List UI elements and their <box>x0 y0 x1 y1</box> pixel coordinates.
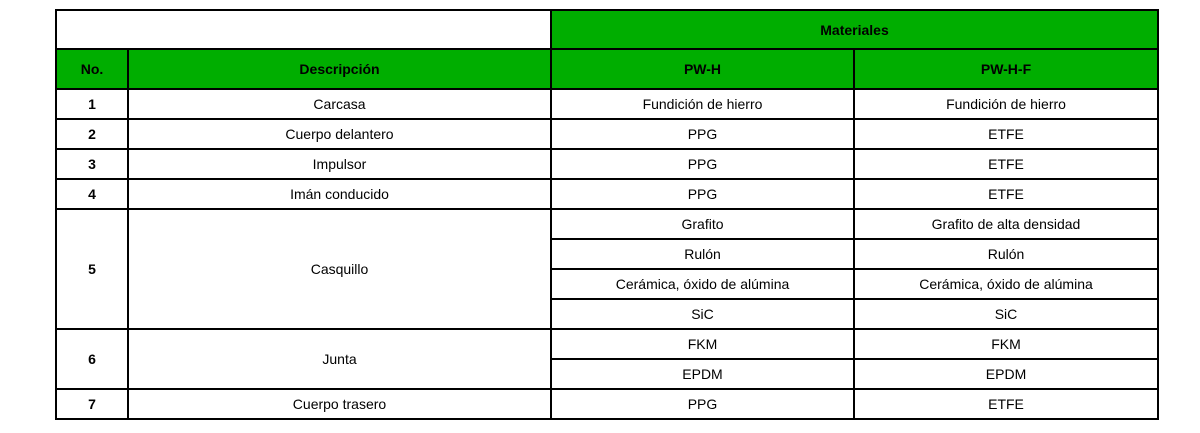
material-pwh: Grafito <box>550 208 855 240</box>
material-pwh: PPG <box>550 388 855 420</box>
row-description: Impulsor <box>127 148 552 180</box>
material-pwhf: Fundición de hierro <box>852 88 1160 120</box>
row-description: Cuerpo delantero <box>127 118 552 150</box>
table-row-5c: Cerámica, óxido de alúmina Cerámica, óxi… <box>56 268 1160 300</box>
row-number: 7 <box>55 388 129 420</box>
material-pwh: PPG <box>550 178 855 210</box>
row-description: Junta <box>127 328 552 390</box>
table-row-4: 4 Imán conducido PPG ETFE <box>55 178 1160 210</box>
row-number: 5 <box>55 208 129 330</box>
table-row-7: 7 Cuerpo trasero PPG ETFE <box>55 388 1160 420</box>
material-pwhf: Rulón <box>852 238 1160 270</box>
material-pwhf: Grafito de alta densidad <box>852 208 1160 240</box>
table-row-1: 1 Carcasa Fundición de hierro Fundición … <box>55 88 1160 120</box>
blank-corner-cell <box>55 9 552 50</box>
column-header-pwhf: PW-H-F <box>852 48 1160 90</box>
material-pwh: PPG <box>550 118 855 150</box>
row-number: 3 <box>55 148 129 180</box>
column-header-descripcion: Descripción <box>127 48 552 90</box>
table-row-6: 6 Junta FKM FKM <box>55 328 1160 390</box>
materials-table: Materiales No. Descripción PW-H PW-H-F 1… <box>55 9 1160 420</box>
material-pwh: FKM <box>550 328 855 360</box>
row-number: 4 <box>55 178 129 210</box>
material-pwhf: ETFE <box>852 148 1160 180</box>
material-pwhf: EPDM <box>852 358 1160 390</box>
material-pwhf: SiC <box>852 298 1160 330</box>
material-pwh: EPDM <box>550 358 855 390</box>
material-pwh: Cerámica, óxido de alúmina <box>550 268 855 300</box>
material-pwhf: ETFE <box>852 388 1160 420</box>
row-description: Cuerpo trasero <box>127 388 552 420</box>
column-header-no: No. <box>55 48 129 90</box>
table-row-5d: SiC SiC <box>56 298 1160 330</box>
material-pwh: SiC <box>550 298 855 330</box>
row-description: Imán conducido <box>127 178 552 210</box>
column-header-pwh: PW-H <box>550 48 855 90</box>
row-description: Casquillo <box>127 208 552 330</box>
material-pwhf: ETFE <box>852 178 1160 210</box>
material-pwh: PPG <box>550 148 855 180</box>
material-pwhf: ETFE <box>852 118 1160 150</box>
material-pwh: Fundición de hierro <box>550 88 855 120</box>
table-row-2: 2 Cuerpo delantero PPG ETFE <box>55 118 1160 150</box>
row-number: 2 <box>55 118 129 150</box>
row-number: 6 <box>55 328 129 390</box>
table-row-3: 3 Impulsor PPG ETFE <box>55 148 1160 180</box>
materials-band-header: Materiales <box>549 9 1160 50</box>
table-row-5b: Rulón Rulón <box>56 238 1160 270</box>
materials-band-row: Materiales <box>55 9 1160 50</box>
row-description: Carcasa <box>127 88 552 120</box>
material-pwh: Rulón <box>550 238 855 270</box>
column-header-row: No. Descripción PW-H PW-H-F <box>55 48 1160 90</box>
table-row-5: 5 Casquillo Grafito Grafito de alta dens… <box>55 208 1160 330</box>
material-pwhf: Cerámica, óxido de alúmina <box>852 268 1160 300</box>
row-number: 1 <box>55 88 129 120</box>
material-pwhf: FKM <box>852 328 1160 360</box>
table-row-6b: EPDM EPDM <box>56 358 1160 390</box>
